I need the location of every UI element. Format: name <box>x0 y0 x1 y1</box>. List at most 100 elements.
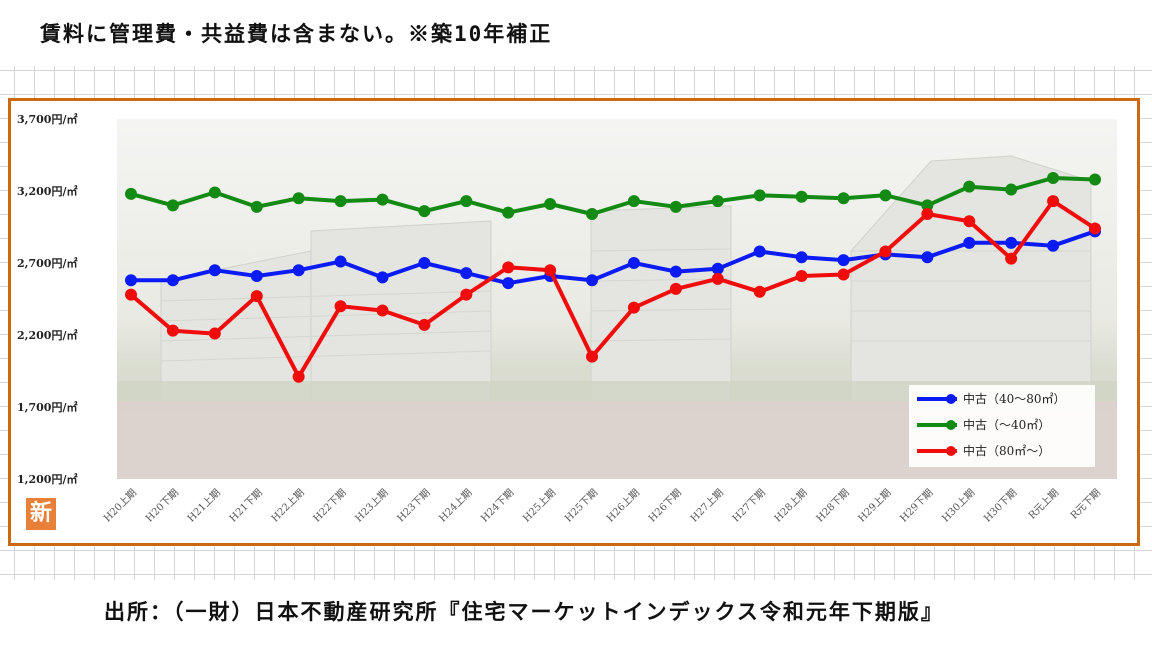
data-point <box>166 274 179 287</box>
data-point <box>669 265 682 278</box>
rent-chart: 1,200円/㎡ 1,700円/㎡ 2,200円/㎡ 2,700円/㎡ 3,200円/㎡… <box>17 112 1117 525</box>
data-point <box>753 285 766 298</box>
data-point <box>669 282 682 295</box>
data-point <box>879 245 892 258</box>
x-tick-label: H24下期 <box>479 487 517 525</box>
data-point <box>586 208 599 221</box>
data-point <box>795 269 808 282</box>
y-tick-label: 2,700円/㎡ <box>17 256 77 270</box>
header-note: 賃料に管理費・共益費は含まない。※築10年補正 <box>40 22 553 46</box>
legend: 中古（40〜80㎡） 中古（〜40㎡） 中古（80㎡〜） <box>909 385 1095 467</box>
data-point <box>921 251 934 264</box>
data-point <box>418 205 431 218</box>
data-point <box>963 236 976 249</box>
y-tick-label: 3,700円/㎡ <box>17 112 77 126</box>
x-tick-label: H25下期 <box>562 487 600 525</box>
data-point <box>292 370 305 383</box>
x-tick-label: H20下期 <box>143 487 181 525</box>
x-tick-label: H23下期 <box>395 487 433 525</box>
data-point <box>921 208 934 221</box>
data-point <box>502 277 515 290</box>
x-tick-label: H29下期 <box>898 487 936 525</box>
data-point <box>1005 183 1018 196</box>
new-badge: 新 <box>26 498 56 530</box>
series-layer <box>125 172 1101 383</box>
data-point <box>334 195 347 208</box>
y-axis: 1,200円/㎡ 1,700円/㎡ 2,200円/㎡ 2,700円/㎡ 3,200円/㎡… <box>17 112 77 486</box>
data-point <box>753 189 766 202</box>
x-tick-label: H30下期 <box>981 487 1019 525</box>
y-tick-label: 2,200円/㎡ <box>17 328 77 342</box>
data-point <box>208 327 221 340</box>
x-tick-label: H20上期 <box>101 487 139 525</box>
data-point <box>837 192 850 205</box>
footer-band <box>0 580 1152 648</box>
data-point <box>795 190 808 203</box>
data-point <box>418 318 431 331</box>
data-point <box>1089 173 1101 186</box>
data-point <box>166 199 179 212</box>
data-point <box>544 197 557 210</box>
series-2 <box>125 195 1101 383</box>
data-point <box>166 324 179 337</box>
data-point <box>125 187 137 200</box>
data-point <box>125 274 137 287</box>
data-point <box>586 274 599 287</box>
x-tick-label: H23上期 <box>353 487 391 525</box>
data-point <box>376 193 389 206</box>
legend-marker <box>946 420 956 430</box>
y-tick-label: 1,200円/㎡ <box>17 472 77 486</box>
series-1 <box>125 172 1101 221</box>
data-point <box>627 195 640 208</box>
x-tick-label: H26上期 <box>604 487 642 525</box>
source-note: 出所：（一財）日本不動産研究所『住宅マーケットインデックス令和元年下期版』 <box>104 600 944 624</box>
data-point <box>879 189 892 202</box>
series-line <box>131 229 1096 286</box>
x-tick-label: H28上期 <box>772 487 810 525</box>
data-point <box>544 264 557 277</box>
data-point <box>711 272 724 285</box>
data-point <box>627 257 640 269</box>
x-tick-label: H21下期 <box>227 487 265 525</box>
data-point <box>208 264 221 277</box>
data-point <box>1005 252 1018 265</box>
data-point <box>1047 195 1060 208</box>
data-point <box>460 195 473 208</box>
x-axis: H20上期 H20下期 H21上期 H21下期 H22上期 H22下期 H23上期 H23下期… <box>101 487 1103 525</box>
x-tick-label: H30上期 <box>940 487 978 525</box>
data-point <box>627 301 640 314</box>
data-point <box>837 268 850 281</box>
data-point <box>334 255 347 268</box>
x-tick-label: H28下期 <box>814 487 852 525</box>
x-tick-label: H22上期 <box>269 487 307 525</box>
data-point <box>711 195 724 208</box>
data-point <box>1047 172 1060 185</box>
data-point <box>1005 236 1018 249</box>
x-tick-label: H21上期 <box>185 487 223 525</box>
chart-frame: 1,200円/㎡ 1,700円/㎡ 2,200円/㎡ 2,700円/㎡ 3,200円/㎡… <box>8 98 1140 546</box>
data-point <box>250 290 263 303</box>
x-tick-label: R元下期 <box>1068 487 1103 522</box>
data-point <box>586 350 599 363</box>
data-point <box>1089 222 1101 235</box>
data-point <box>963 215 976 228</box>
legend-marker <box>946 394 956 404</box>
data-point <box>125 288 137 301</box>
data-point <box>292 192 305 205</box>
data-point <box>208 186 221 199</box>
x-tick-label: H26下期 <box>646 487 684 525</box>
data-point <box>837 254 850 267</box>
data-point <box>460 288 473 301</box>
x-tick-label: R元上期 <box>1026 487 1061 522</box>
series-line <box>129 199 1097 379</box>
x-tick-label: H27下期 <box>730 487 768 525</box>
legend-label: 中古（80㎡〜） <box>963 443 1050 458</box>
series-line <box>130 176 1096 216</box>
data-point <box>376 271 389 284</box>
y-tick-label: 3,200円/㎡ <box>17 184 77 198</box>
data-point <box>460 267 473 280</box>
data-point <box>250 200 263 213</box>
legend-label: 中古（〜40㎡） <box>963 417 1050 432</box>
y-tick-label: 1,700円/㎡ <box>17 400 77 414</box>
x-tick-label: H29上期 <box>856 487 894 525</box>
